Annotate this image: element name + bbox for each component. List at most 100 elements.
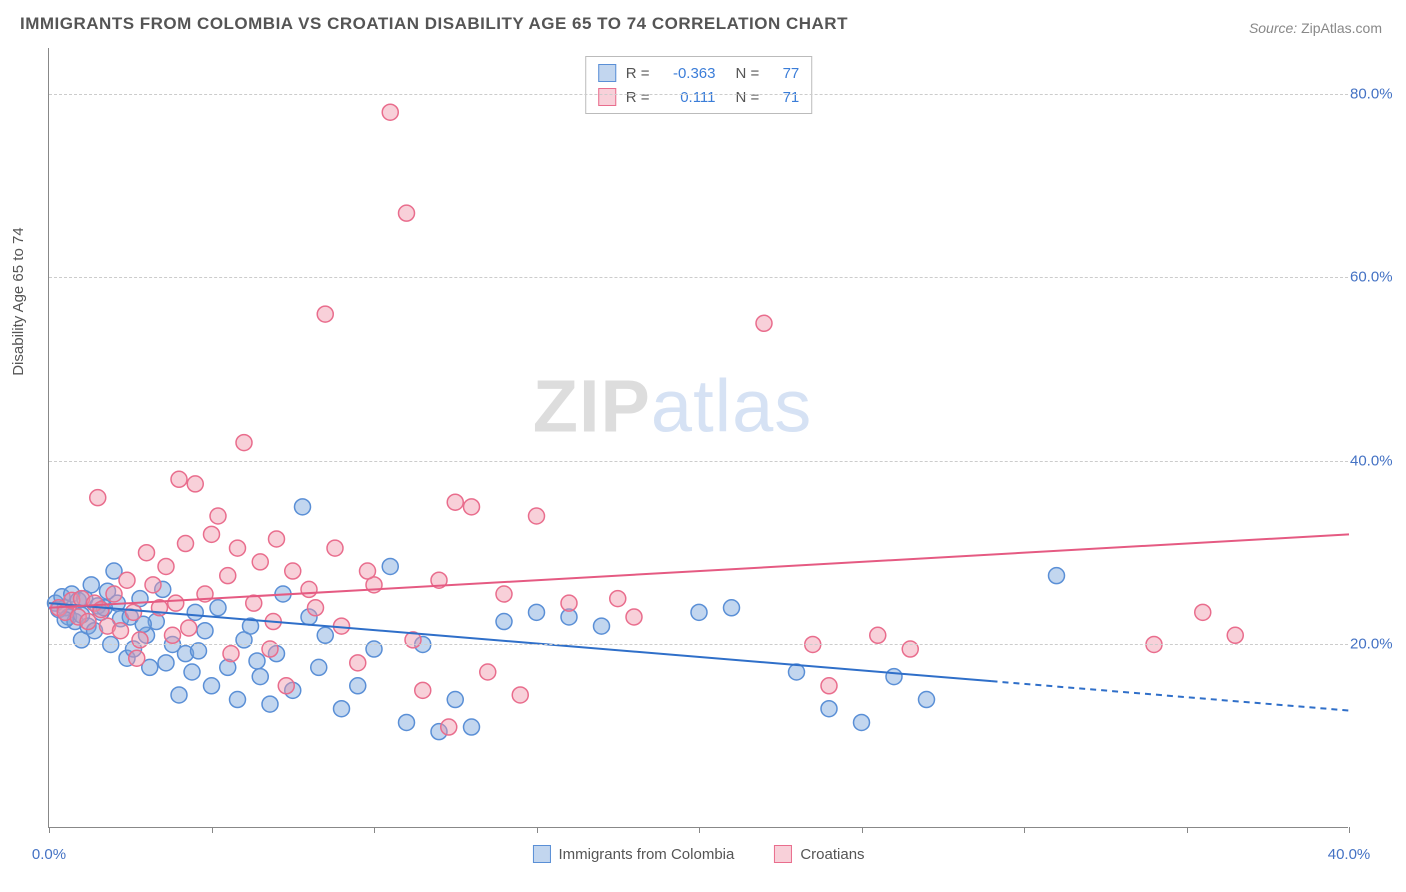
legend-item: Croatians [774,845,864,863]
data-point [184,664,200,680]
data-point [278,678,294,694]
data-point [399,714,415,730]
trend-line-extrapolated [992,681,1350,710]
data-point [246,595,262,611]
data-point [210,600,226,616]
legend-r-value: 0.111 [660,89,716,106]
x-tick-label: 0.0% [32,846,66,863]
data-point [821,678,837,694]
series-legend: Immigrants from Colombia Croatians [532,845,864,863]
data-point [252,554,268,570]
data-point [230,540,246,556]
data-point [1227,627,1243,643]
data-point [83,577,99,593]
data-point [350,678,366,694]
grid-line [49,461,1348,462]
x-tick [374,827,375,833]
chart-svg [49,48,1348,827]
data-point [447,692,463,708]
data-point [464,499,480,515]
legend-series-name: Immigrants from Colombia [558,846,734,863]
grid-line [49,277,1348,278]
legend-swatch [598,88,616,106]
data-point [496,586,512,602]
legend-row: R =0.111N =71 [598,85,800,109]
data-point [132,632,148,648]
data-point [870,627,886,643]
data-point [210,508,226,524]
data-point [90,490,106,506]
data-point [610,591,626,607]
data-point [126,604,142,620]
legend-n-value: 71 [769,89,799,106]
data-point [158,655,174,671]
grid-line [49,644,1348,645]
x-tick [862,827,863,833]
data-point [197,623,213,639]
x-tick-label: 40.0% [1328,846,1371,863]
source-attribution: Source: ZipAtlas.com [1249,20,1382,36]
data-point [204,526,220,542]
grid-line [49,94,1348,95]
data-point [80,614,96,630]
data-point [441,719,457,735]
y-axis-label: Disability Age 65 to 74 [10,227,27,375]
data-point [252,669,268,685]
data-point [334,701,350,717]
data-point [756,315,772,331]
legend-n-value: 77 [769,65,799,82]
data-point [106,586,122,602]
legend-item: Immigrants from Colombia [532,845,734,863]
data-point [724,600,740,616]
y-tick-label: 60.0% [1350,269,1400,286]
data-point [220,568,236,584]
data-point [187,604,203,620]
data-point [1049,568,1065,584]
data-point [626,609,642,625]
data-point [171,471,187,487]
data-point [269,531,285,547]
data-point [262,696,278,712]
y-tick-label: 20.0% [1350,636,1400,653]
data-point [317,627,333,643]
data-point [561,595,577,611]
x-tick [212,827,213,833]
data-point [399,205,415,221]
plot-area: ZIPatlas R =-0.363N =77R =0.111N =71 Imm… [48,48,1348,828]
data-point [178,536,194,552]
x-tick [1187,827,1188,833]
data-point [301,581,317,597]
data-point [886,669,902,685]
data-point [204,678,220,694]
data-point [464,719,480,735]
data-point [119,572,135,588]
data-point [512,687,528,703]
x-tick [537,827,538,833]
data-point [854,714,870,730]
legend-r-label: R = [626,65,650,82]
data-point [223,646,239,662]
legend-n-label: N = [736,65,760,82]
data-point [594,618,610,634]
data-point [496,614,512,630]
data-point [158,558,174,574]
legend-series-name: Croatians [800,846,864,863]
data-point [308,600,324,616]
data-point [236,435,252,451]
correlation-legend: R =-0.363N =77R =0.111N =71 [585,56,813,114]
legend-swatch [598,64,616,82]
data-point [181,620,197,636]
legend-swatch [774,845,792,863]
data-point [139,545,155,561]
x-tick [1349,827,1350,833]
data-point [919,692,935,708]
y-tick-label: 80.0% [1350,85,1400,102]
legend-n-label: N = [736,89,760,106]
source-name: ZipAtlas.com [1301,20,1382,36]
data-point [360,563,376,579]
data-point [311,659,327,675]
x-tick [1024,827,1025,833]
data-point [249,653,265,669]
data-point [480,664,496,680]
data-point [317,306,333,322]
